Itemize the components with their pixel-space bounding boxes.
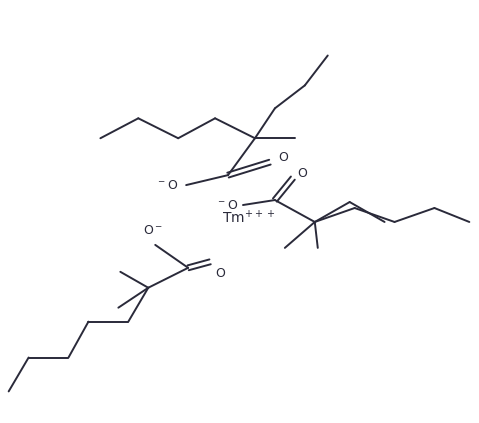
Text: O: O — [278, 151, 288, 164]
Text: O: O — [297, 167, 307, 180]
Text: $^-$O: $^-$O — [216, 198, 238, 212]
Text: $^-$O: $^-$O — [156, 179, 178, 192]
Text: O: O — [215, 267, 225, 280]
Text: O$^-$: O$^-$ — [143, 224, 163, 237]
Text: Tm$^{+++}$: Tm$^{+++}$ — [222, 209, 275, 227]
